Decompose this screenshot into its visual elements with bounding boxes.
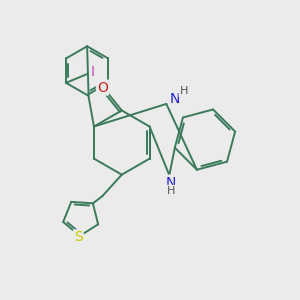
- Text: S: S: [74, 230, 82, 244]
- Text: H: H: [167, 186, 175, 196]
- Text: N: N: [169, 92, 180, 106]
- Text: I: I: [91, 64, 95, 79]
- Text: H: H: [179, 86, 188, 96]
- Text: N: N: [166, 176, 176, 190]
- Text: O: O: [97, 81, 108, 94]
